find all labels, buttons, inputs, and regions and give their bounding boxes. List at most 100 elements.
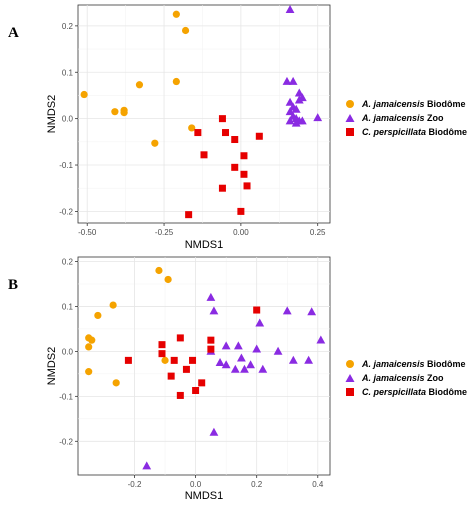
x-tick-label: 0.4 xyxy=(312,480,324,489)
points-a xyxy=(80,5,323,219)
y-tick-label: 0.1 xyxy=(62,302,74,311)
scatter-point-triangle xyxy=(221,341,231,350)
scatter-point-square xyxy=(170,356,178,364)
scatter-point-square xyxy=(207,345,215,353)
scatter-point-triangle xyxy=(230,364,240,373)
legend-species: C. perspicillata xyxy=(362,127,426,137)
scatter-point-circle xyxy=(85,343,93,351)
legend-item: A. jamaicensis Zoo xyxy=(345,373,444,383)
scatter-point-triangle xyxy=(282,306,292,315)
scatter-point-square xyxy=(207,336,215,344)
legend-item: C. perspicillata Biodôme xyxy=(346,127,467,137)
scatter-point-square xyxy=(176,334,184,342)
legend-a: A. jamaicensis Biodôme A. jamaicensis Zo… xyxy=(345,99,467,137)
scatter-point-triangle xyxy=(313,113,323,122)
scatter-point-triangle xyxy=(316,335,326,344)
legend-item: A. jamaicensis Biodôme xyxy=(346,359,466,369)
scatter-point-triangle xyxy=(209,427,219,436)
points-b xyxy=(85,266,326,470)
legend-item: A. jamaicensis Zoo xyxy=(345,113,444,123)
scatter-point-square xyxy=(200,151,208,159)
y-axis-title-b: NMDS2 xyxy=(46,347,58,386)
scatter-point-triangle xyxy=(142,461,152,470)
legend-square-marker xyxy=(346,128,354,136)
scatter-point-triangle xyxy=(215,358,225,367)
y-tick-label: -0.1 xyxy=(59,161,73,170)
x-tick-label: -0.2 xyxy=(128,480,142,489)
legend-label: C. perspicillata Biodôme xyxy=(362,127,467,137)
plot-area-b xyxy=(77,256,331,476)
legend-site: Biodôme xyxy=(426,387,467,397)
scatter-point-circle xyxy=(151,139,159,147)
x-tick-label: 0.0 xyxy=(190,480,202,489)
scatter-point-square xyxy=(231,163,239,171)
grid-b xyxy=(78,257,330,475)
legend-label: C. perspicillata Biodôme xyxy=(362,387,467,397)
x-tick-label: 0.00 xyxy=(233,228,249,237)
legend-site: Biodôme xyxy=(426,127,467,137)
scatter-point-circle xyxy=(188,124,196,132)
scatter-point-triangle xyxy=(258,364,268,373)
scatter-point-square xyxy=(158,350,166,358)
scatter-point-triangle xyxy=(285,5,295,14)
scatter-point-circle xyxy=(172,77,180,86)
scatter-point-circle xyxy=(94,311,102,320)
x-tick-label: 0.25 xyxy=(310,228,326,237)
legend-site: Biodôme xyxy=(425,359,466,369)
scatter-point-circle xyxy=(80,90,88,99)
scatter-point-triangle xyxy=(233,341,243,350)
y-tick-label: -0.2 xyxy=(59,207,73,216)
x-tick-labels-a: -0.50 -0.25 0.00 0.25 xyxy=(78,228,326,237)
scatter-point-square xyxy=(158,341,166,349)
panel-letter-a: A xyxy=(8,25,19,41)
scatter-point-square xyxy=(222,129,230,137)
legend-site: Zoo xyxy=(425,113,444,123)
legend-label: A. jamaicensis Zoo xyxy=(361,113,444,123)
scatter-point-triangle xyxy=(206,292,216,301)
y-tick-labels-b: -0.2 -0.1 0.0 0.1 0.2 xyxy=(59,257,73,446)
scatter-point-circle xyxy=(161,356,169,364)
legend-triangle-marker xyxy=(345,114,355,122)
x-tick-label: -0.50 xyxy=(78,228,97,237)
scatter-point-square xyxy=(185,211,193,219)
scatter-point-square xyxy=(198,379,206,387)
legend-label: A. jamaicensis Zoo xyxy=(361,373,444,383)
scatter-point-circle xyxy=(112,379,120,387)
x-tick-label: -0.25 xyxy=(155,228,174,237)
legend-species: A. jamaicensis xyxy=(361,359,425,369)
scatter-point-triangle xyxy=(221,360,231,369)
scatter-point-triangle xyxy=(285,107,295,116)
scatter-point-circle xyxy=(88,336,96,344)
scatter-point-circle xyxy=(85,368,93,376)
scatter-point-square xyxy=(243,182,251,190)
scatter-point-square xyxy=(218,184,226,192)
scatter-point-circle xyxy=(120,109,128,117)
scatter-point-circle xyxy=(109,301,117,309)
scatter-point-circle xyxy=(172,10,180,18)
x-axis-title-b: NMDS1 xyxy=(185,490,224,502)
x-axis-title-a: NMDS1 xyxy=(185,239,224,251)
scatter-point-square xyxy=(182,365,190,373)
scatter-point-square xyxy=(253,306,261,314)
scatter-point-circle xyxy=(164,275,172,284)
y-tick-label: 0.2 xyxy=(62,257,74,266)
scatter-point-square xyxy=(192,386,200,394)
scatter-point-square xyxy=(237,207,245,215)
scatter-point-triangle xyxy=(285,97,295,106)
grid-a xyxy=(78,5,330,223)
legend-triangle-marker xyxy=(345,374,355,382)
legend-species: A. jamaicensis xyxy=(361,99,425,109)
legend-species: A. jamaicensis xyxy=(361,373,425,383)
y-tick-label: 0.0 xyxy=(62,347,74,356)
scatter-point-triangle xyxy=(255,318,265,327)
y-tick-label: -0.2 xyxy=(59,437,73,446)
scatter-point-circle xyxy=(111,108,119,116)
scatter-point-square xyxy=(189,356,197,364)
scatter-point-triangle xyxy=(291,118,301,127)
scatter-point-square xyxy=(176,391,184,399)
panel-letter-b: B xyxy=(8,277,18,293)
ticks-a xyxy=(75,25,319,226)
y-tick-label: 0.1 xyxy=(62,68,74,77)
scatter-point-square xyxy=(240,170,248,178)
